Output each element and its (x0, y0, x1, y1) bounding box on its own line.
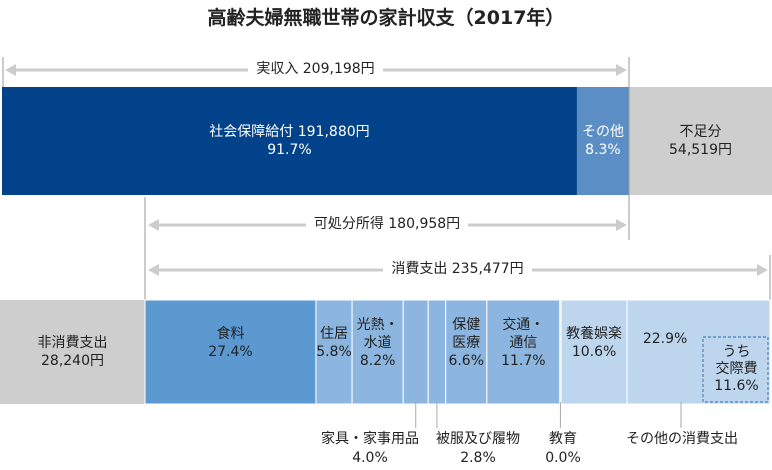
segment-name-transport: 通信 (509, 335, 538, 351)
shortfall-bar (629, 87, 772, 195)
shortfall-value: 54,519円 (669, 142, 732, 158)
segment-other (626, 299, 771, 405)
segment-name-clothing: 被服及び履物 (436, 431, 520, 447)
shortfall-name: 不足分 (679, 124, 722, 140)
segment-recreation (560, 299, 628, 405)
segment-label-housing: 住居 5.8% (316, 300, 352, 386)
segment-name-transport: 交通・ (502, 317, 545, 333)
segment-name-food: 食料 (216, 326, 245, 342)
sub-item-box (702, 336, 769, 403)
segment-name-medical: 医療 (452, 335, 481, 351)
segment-pct-food: 27.4% (208, 344, 253, 360)
segment-pct-utilities: 8.2% (359, 353, 396, 369)
segment-name-recreation: 教養娯楽 (566, 326, 623, 342)
consumption-total-label: 消費支出 235,477円 (383, 260, 532, 279)
income-other-pct: 8.3% (585, 142, 621, 158)
disposable-arrow-head-left (148, 219, 159, 231)
disposable-income-label: 可処分所得 180,958円 (305, 215, 469, 234)
segment-name-utilities: 水道 (363, 335, 392, 351)
segment-transport (486, 299, 561, 405)
segment-label-utilities: 光熱・水道 8.2% (352, 300, 403, 386)
income-other-label: その他 8.3% (577, 87, 629, 195)
shortfall-label: 不足分 54,519円 (629, 87, 772, 195)
segment-label-medical: 保健医療 6.6% (446, 300, 487, 386)
segment-pct-recreation: 10.6% (571, 344, 617, 360)
sub-item-pct: 11.6% (714, 378, 759, 394)
consumption-arrow-head-right (757, 264, 768, 276)
chart-title: 高齢夫婦無職世帯の家計収支（2017年） (207, 7, 565, 29)
segment-pct-other: 22.9% (627, 300, 703, 378)
disposable-arrow-head-right (616, 219, 627, 231)
segment-label-transport: 交通・通信 11.7% (487, 300, 560, 386)
income-social-label: 社会保障給付 191,880円 91.7% (2, 87, 577, 195)
income-total-label: 実収入 209,198円 (248, 60, 383, 79)
non-consumption-name: 非消費支出 (37, 335, 108, 351)
segment-clothing (427, 299, 447, 405)
income-other-name: その他 (581, 124, 624, 140)
segment-label-recreation: 教養娯楽 10.6% (561, 300, 627, 386)
segment-name-utilities: 光熱・ (356, 317, 399, 333)
sub-item-name: うち (722, 344, 751, 360)
segment-pct-transport: 11.7% (501, 353, 546, 369)
segment-pct-clothing: 2.8% (460, 450, 496, 466)
segment-name-other: その他の消費支出 (626, 431, 738, 447)
income-social-pct: 91.7% (267, 142, 312, 158)
segment-name-furniture: 家具・家事用品 (321, 431, 419, 447)
segment-pct-housing: 5.8% (316, 344, 352, 360)
segment-label-furniture: 家具・家事用品 4.0% (321, 430, 419, 468)
income-social-bar (2, 87, 577, 195)
sub-item-name: 交際費 (715, 361, 758, 377)
sub-item-label: うち 交際費 11.6% (703, 337, 770, 402)
income-arrow-head-right (616, 64, 627, 76)
segment-pct-furniture: 4.0% (352, 450, 388, 466)
segment-label-other: その他の消費支出 (626, 430, 738, 449)
segment-pct-education: 0.0% (545, 450, 581, 466)
non-consumption-label: 非消費支出 28,240円 (0, 300, 145, 404)
segment-pct-medical: 6.6% (448, 353, 485, 369)
non-consumption-bar (0, 300, 145, 404)
non-consumption-value: 28,240円 (41, 353, 104, 369)
segment-name-medical: 保健 (452, 317, 481, 333)
segment-name-education: 教育 (548, 431, 577, 447)
income-social-name: 社会保障給付 191,880円 (209, 124, 370, 140)
income-other-bar (576, 87, 629, 195)
segment-pct-other-text: 22.9% (642, 331, 688, 347)
segment-name-housing: 住居 (319, 326, 348, 342)
segment-food (144, 299, 317, 405)
segment-furniture (402, 299, 429, 405)
segment-label-food: 食料 27.4% (145, 300, 316, 386)
segment-label-clothing: 被服及び履物 2.8% (436, 430, 520, 468)
income-arrow-head-left (5, 64, 16, 76)
segment-label-education: 教育 0.0% (545, 430, 581, 468)
segment-housing (315, 299, 353, 405)
consumption-arrow-head-left (148, 264, 159, 276)
